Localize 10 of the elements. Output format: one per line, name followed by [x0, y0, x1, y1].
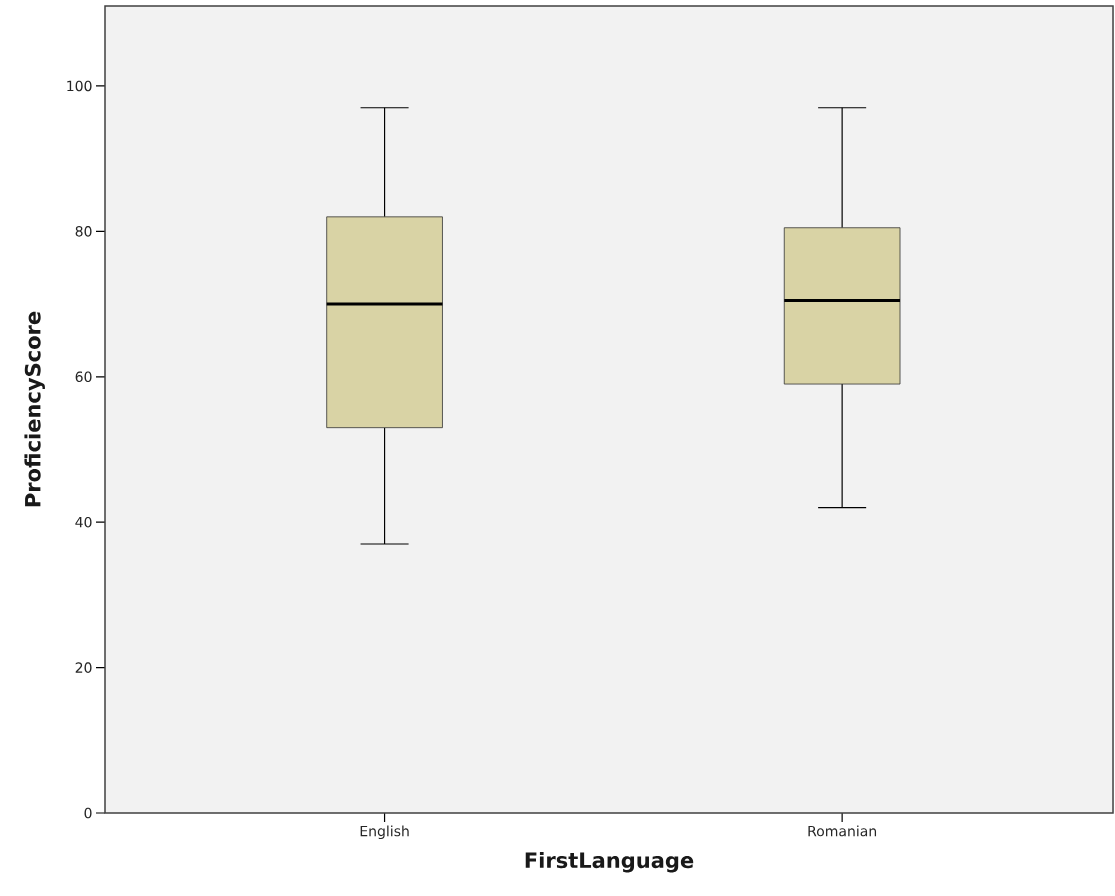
- x-axis-title: FirstLanguage: [525, 851, 694, 873]
- y-tick-label: 20: [75, 662, 92, 673]
- y-tick-label: 80: [75, 226, 92, 237]
- x-tick-label: Romanian: [808, 825, 877, 837]
- y-tick-label: 40: [75, 516, 92, 528]
- y-axis-title: ProficiencyScore: [24, 311, 45, 507]
- y-tick-label: 100: [67, 80, 92, 92]
- x-tick-label: English: [360, 825, 409, 840]
- y-tick-label: 60: [75, 371, 92, 383]
- y-tick-label: 0: [84, 807, 92, 819]
